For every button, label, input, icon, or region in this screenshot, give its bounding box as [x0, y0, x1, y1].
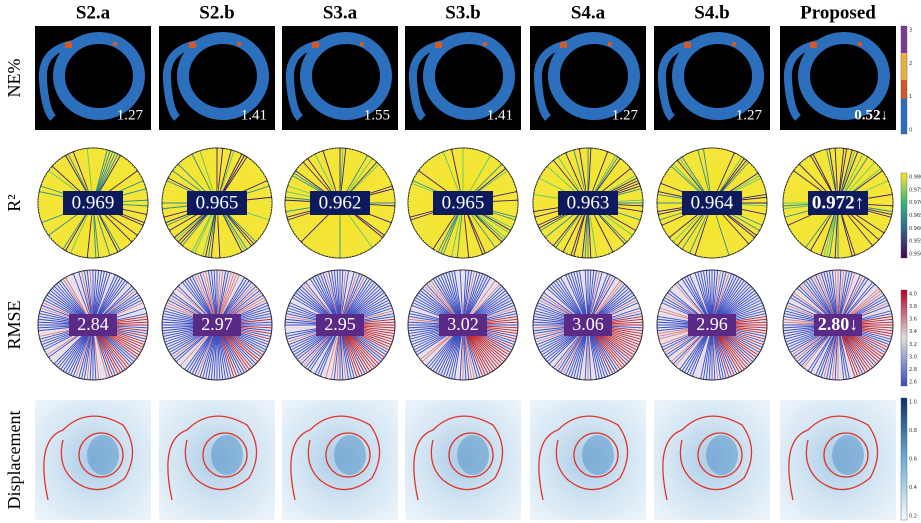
colorbar-tick-label: 0.8	[909, 428, 917, 434]
ne-value: 1.55	[364, 107, 390, 123]
error-pixel	[608, 42, 612, 46]
rmse-value: 2.97	[201, 314, 233, 334]
r2-value: 0.962	[319, 192, 362, 213]
r2-value: 0.965	[442, 192, 485, 213]
column-header: S3.a	[323, 2, 358, 23]
r2-value: 0.964	[691, 192, 734, 213]
rmse-value: 3.02	[447, 314, 479, 334]
ne-value: 1.27	[736, 107, 763, 123]
error-pixel	[858, 42, 862, 46]
colorbar	[901, 26, 907, 134]
error-pixel	[435, 42, 442, 48]
column-header: S2.a	[76, 2, 111, 23]
ne-value: 0.52↓	[854, 107, 888, 123]
flow-blob	[706, 435, 738, 475]
figure: S2.a S2.b S3.a S3.b S4.a S4.b Proposed NE% R² RMS…	[0, 0, 921, 523]
colorbar-tick-label: 3.2	[909, 342, 917, 348]
error-pixel	[360, 42, 364, 46]
colorbar-tick-label: 0.2	[909, 514, 917, 520]
ne-value: 1.41	[241, 107, 267, 123]
error-pixel	[560, 42, 567, 48]
r2-value: 0.963	[567, 192, 610, 213]
r2-value: 0.965	[196, 192, 239, 213]
ne-value: 1.41	[487, 107, 513, 123]
colorbar-tick-label: 0.4	[909, 485, 917, 491]
error-pixel	[732, 42, 736, 46]
colorbar	[901, 290, 907, 386]
row-label: Displacement	[4, 411, 24, 510]
error-pixel	[189, 42, 196, 48]
rmse-value: 2.95	[324, 314, 356, 334]
colorbar-tick-label: 1	[909, 94, 912, 100]
flow-blob	[582, 435, 614, 475]
flow-blob	[832, 435, 864, 475]
error-pixel	[312, 42, 319, 48]
colorbar-tick-label: 2.6	[909, 380, 917, 386]
error-pixel	[237, 42, 241, 46]
colorbar-tick-label: 0.955	[909, 239, 921, 245]
ne-value: 1.27	[117, 107, 144, 123]
error-pixel	[810, 42, 817, 48]
colorbar-tick-label: 4.0	[909, 292, 917, 298]
column-header: S4.b	[694, 2, 729, 23]
row-label: RMSE	[4, 300, 24, 349]
colorbar-tick-label: 3.8	[909, 304, 917, 310]
colorbar-tick-label: 0.960	[909, 226, 921, 232]
colorbar-tick-label: 3.4	[909, 329, 917, 335]
column-header: S4.a	[571, 2, 606, 23]
colorbar-tick-label: 2.8	[909, 367, 917, 373]
error-pixel	[65, 42, 72, 48]
rmse-value: 2.80↓	[818, 314, 859, 334]
column-header: Proposed	[800, 2, 876, 23]
r2-value: 0.969	[72, 192, 115, 213]
flow-blob	[211, 435, 243, 475]
colorbar-tick-label: 1.0	[909, 400, 917, 406]
colorbar	[901, 173, 907, 258]
ne-value: 1.27	[612, 107, 639, 123]
colorbar-tick-label: 0.980	[909, 175, 921, 181]
error-pixel	[684, 42, 691, 48]
r2-value: 0.972↑	[812, 192, 864, 213]
row-label: NE%	[4, 59, 24, 98]
flow-blob	[334, 435, 366, 475]
error-pixel	[483, 42, 487, 46]
rmse-value: 2.96	[696, 314, 728, 334]
colorbar-tick-label: 0.975	[909, 187, 921, 193]
colorbar-tick-label: 3	[909, 28, 912, 34]
rmse-value: 2.84	[77, 314, 109, 334]
flow-blob	[87, 435, 119, 475]
column-header: S2.b	[199, 2, 234, 23]
error-pixel	[113, 42, 117, 46]
colorbar-tick-label: 0	[909, 128, 912, 134]
flow-blob	[457, 435, 489, 475]
colorbar-tick-label: 0.950	[909, 252, 921, 258]
colorbar	[901, 398, 907, 520]
row-label: R²	[4, 194, 24, 211]
column-header: S3.b	[445, 2, 480, 23]
colorbar-tick-label: 2	[909, 61, 912, 67]
colorbar-tick-label: 0.970	[909, 200, 921, 206]
colorbar-tick-label: 3.6	[909, 317, 917, 323]
colorbar-tick-label: 0.6	[909, 457, 917, 463]
colorbar-tick-label: 3.0	[909, 354, 917, 360]
rmse-value: 3.06	[572, 314, 604, 334]
colorbar-tick-label: 0.965	[909, 213, 921, 219]
